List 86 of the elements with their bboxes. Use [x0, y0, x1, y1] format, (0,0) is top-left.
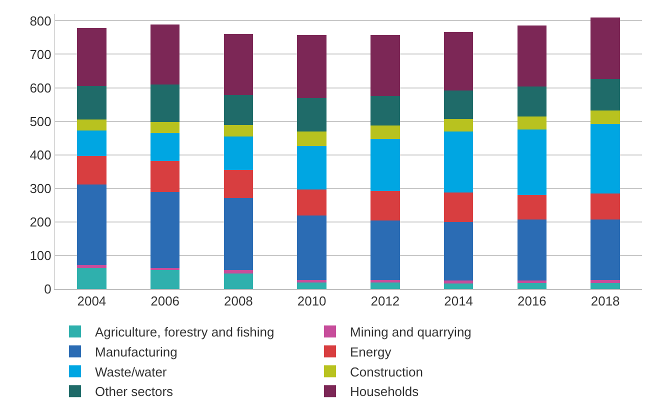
- bar: [370, 138, 400, 192]
- y-tick-label: 200: [30, 214, 52, 230]
- bar: [444, 32, 474, 90]
- bar: [590, 280, 620, 283]
- bar: [297, 132, 326, 146]
- bar: [77, 268, 106, 289]
- legend-label: Manufacturing: [95, 344, 178, 360]
- y-tick-label: 800: [30, 13, 52, 28]
- y-tick-label: 400: [30, 147, 52, 162]
- bar: [517, 116, 547, 130]
- bar: [370, 96, 400, 126]
- bar: [370, 35, 400, 96]
- bar: [370, 125, 400, 139]
- x-tick-label: 2004: [77, 294, 106, 309]
- bar: [77, 264, 106, 268]
- bar: [224, 198, 254, 270]
- bar: [297, 146, 326, 190]
- bar: [77, 184, 106, 265]
- bar: [150, 122, 180, 134]
- bar: [517, 129, 547, 195]
- y-tick-label: 500: [30, 114, 52, 129]
- bar: [77, 86, 106, 120]
- legend-label: Agriculture, forestry and fishing: [95, 324, 274, 340]
- x-tick-label: 2006: [150, 294, 180, 309]
- bar: [297, 216, 326, 280]
- bar: [297, 35, 326, 98]
- y-tick-label: 0: [44, 282, 52, 297]
- bar: [224, 274, 254, 289]
- bar: [590, 17, 620, 80]
- bar: [224, 95, 254, 126]
- bar: [150, 270, 180, 289]
- bar: [444, 283, 474, 289]
- legend-label: Mining and quarrying: [350, 324, 472, 340]
- bar: [297, 282, 326, 289]
- bar: [444, 192, 474, 222]
- bar: [444, 118, 474, 132]
- bar: [370, 282, 400, 289]
- bar: [224, 170, 254, 198]
- y-tick-label: 100: [30, 248, 52, 264]
- bar: [517, 220, 547, 281]
- bar: [444, 132, 474, 192]
- bar: [297, 280, 326, 282]
- bar: [370, 191, 400, 221]
- bar: [150, 160, 180, 192]
- legend-label: Waste/water: [95, 364, 168, 380]
- x-tick-label: 2018: [590, 294, 620, 309]
- y-tick-label: 700: [30, 46, 52, 62]
- bar: [77, 156, 106, 185]
- x-tick-label: 2010: [297, 294, 326, 309]
- bar: [150, 192, 180, 268]
- bar: [150, 84, 180, 122]
- legend-label: Households: [350, 384, 420, 400]
- x-tick-label: 2014: [444, 294, 474, 309]
- bar: [590, 220, 620, 280]
- y-tick-label: 600: [30, 80, 52, 96]
- bar: [297, 98, 326, 132]
- bar: [297, 190, 326, 216]
- legend-label: Other sectors: [95, 384, 174, 400]
- bar: [224, 270, 254, 274]
- bar: [370, 280, 400, 282]
- bar: [224, 34, 254, 96]
- bar: [590, 193, 620, 220]
- bar: [77, 28, 106, 86]
- bar: [517, 25, 547, 86]
- x-tick-label: 2016: [517, 294, 546, 309]
- bar: [517, 194, 547, 220]
- x-tick-label: 2012: [370, 294, 400, 309]
- x-tick-label: 2008: [224, 294, 253, 309]
- bar: [150, 133, 180, 161]
- bar: [590, 110, 620, 124]
- bar: [224, 125, 254, 137]
- bar: [590, 79, 620, 110]
- legend-label: Construction: [350, 364, 423, 380]
- bar: [370, 220, 400, 280]
- bar: [517, 86, 547, 117]
- bar: [444, 222, 474, 281]
- bar: [224, 136, 254, 170]
- bar: [444, 90, 474, 119]
- legend-label: Energy: [350, 344, 392, 360]
- bar: [77, 119, 106, 130]
- bar: [590, 124, 620, 194]
- bar: [150, 24, 180, 84]
- bar: [77, 130, 106, 156]
- bar: [444, 280, 474, 284]
- bar: [590, 282, 620, 289]
- y-tick-label: 300: [30, 180, 52, 196]
